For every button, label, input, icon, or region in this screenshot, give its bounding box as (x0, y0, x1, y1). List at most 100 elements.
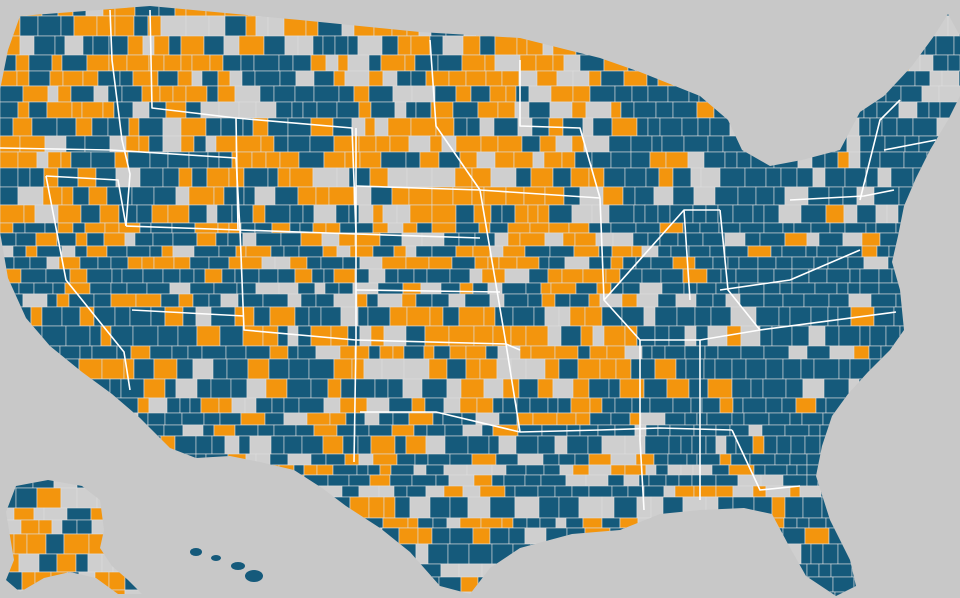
county-cell (645, 167, 660, 188)
county-cell (104, 222, 120, 234)
county-cell (0, 167, 19, 188)
county-cell (431, 293, 450, 308)
county-cell (784, 232, 808, 247)
state-border-line (355, 233, 481, 239)
county-cell (273, 85, 296, 103)
county-cell (610, 222, 637, 234)
county-cell (286, 378, 312, 399)
county-cell (589, 85, 616, 103)
county-cell (390, 464, 415, 476)
county-cell (775, 256, 793, 270)
county-cell (449, 496, 469, 519)
county-cell (476, 151, 496, 169)
county-cell (870, 293, 897, 308)
county-cell (193, 268, 206, 284)
county-cell (426, 424, 446, 437)
county-cell (324, 282, 340, 295)
county-cell (731, 358, 747, 380)
county-cell (245, 345, 271, 360)
county-cell (409, 204, 433, 224)
county-cell (313, 85, 340, 103)
county-cell (731, 378, 752, 399)
county-cell (808, 325, 826, 347)
county-cell (379, 464, 392, 476)
county-cell (605, 268, 621, 284)
county-cell (748, 424, 763, 437)
state-border-line (45, 175, 127, 227)
county-cell (208, 293, 222, 308)
county-cell (589, 412, 612, 426)
county-cell (765, 397, 783, 414)
county-cell (403, 345, 425, 360)
county-cell (621, 293, 638, 308)
county-cell (657, 245, 672, 258)
county-cell (541, 293, 556, 308)
county-cell (372, 245, 395, 258)
county-cell (20, 519, 40, 535)
county-cell (912, 117, 938, 137)
county-cell (711, 464, 730, 476)
county-cell (308, 358, 335, 380)
county-cell (446, 378, 462, 399)
county-cell (624, 167, 647, 188)
county-cell (191, 70, 203, 87)
county-cell (31, 117, 58, 137)
county-cell (407, 517, 419, 529)
county-cell (28, 70, 51, 87)
county-cell (153, 186, 177, 206)
county-cell (231, 204, 254, 224)
county-cell (941, 70, 960, 87)
county-cell (381, 35, 399, 56)
county-cell (448, 474, 475, 487)
county-cell (467, 496, 491, 519)
county-cell (481, 424, 494, 437)
county-cell (827, 306, 839, 327)
county-cell (217, 222, 230, 234)
county-cell (313, 204, 337, 224)
county-cell (394, 496, 411, 519)
county-cell (292, 54, 312, 72)
county-cell (768, 412, 791, 426)
county-cell (61, 186, 74, 206)
county-cell (556, 412, 577, 426)
county-cell (636, 293, 659, 308)
county-cell (765, 167, 782, 188)
county-cell (810, 222, 831, 234)
county-cell (717, 345, 742, 360)
county-cell (826, 268, 851, 284)
county-cell (153, 35, 170, 56)
county-cell (489, 293, 505, 308)
county-cell (501, 70, 520, 87)
county-cell (631, 85, 649, 103)
county-cell (372, 222, 389, 234)
county-cell (428, 256, 453, 270)
county-cell (443, 464, 468, 476)
county-cell (700, 167, 721, 188)
county-cell (878, 282, 902, 295)
county-cell (389, 135, 410, 153)
county-cell (651, 345, 666, 360)
county-cell (739, 293, 765, 308)
county-cell (204, 268, 223, 284)
county-cell (657, 204, 671, 224)
county-cell (245, 15, 257, 37)
county-cell (377, 282, 404, 295)
county-cell (815, 397, 827, 414)
county-cell (540, 474, 567, 487)
county-cell (338, 282, 354, 295)
county-cell (278, 54, 294, 72)
county-cell (608, 378, 621, 399)
county-cell (410, 70, 427, 87)
county-cell (234, 268, 260, 284)
county-cell (666, 378, 690, 399)
county-cell (680, 435, 693, 455)
county-cell (368, 85, 394, 103)
county-cell (610, 412, 631, 426)
county-cell (638, 474, 650, 487)
county-cell (151, 204, 169, 224)
county-cell (49, 70, 64, 87)
county-cell (269, 345, 289, 360)
county-cell (17, 186, 44, 206)
county-cell (417, 517, 434, 529)
county-cell (35, 232, 58, 247)
